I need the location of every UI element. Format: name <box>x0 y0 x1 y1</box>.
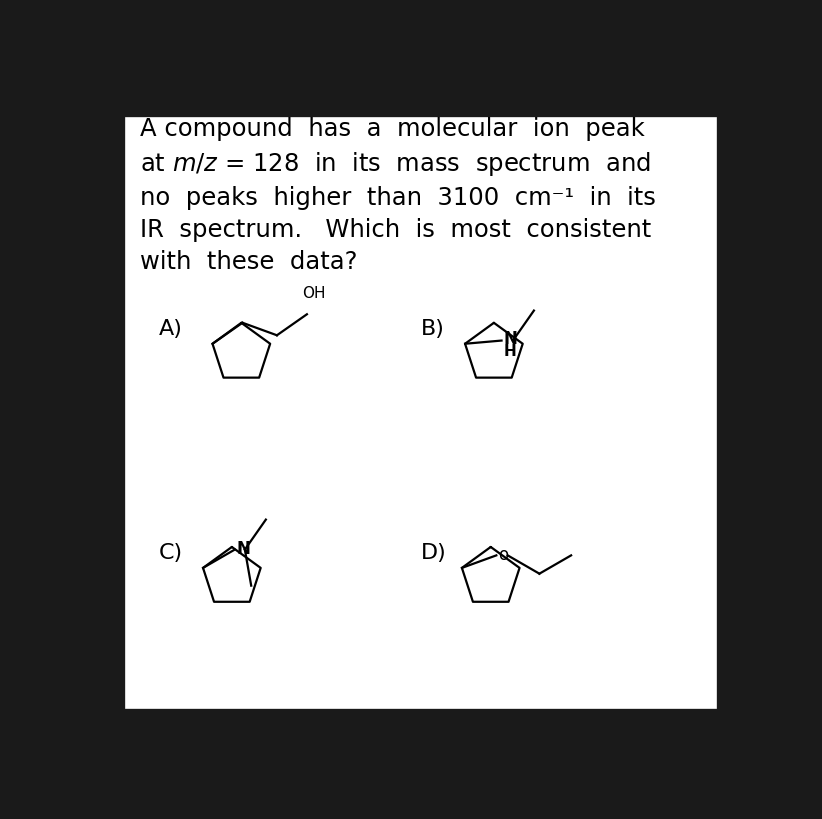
Text: A): A) <box>159 319 183 338</box>
Text: o: o <box>498 545 508 563</box>
Text: N: N <box>503 329 517 347</box>
Text: D): D) <box>421 542 447 563</box>
Text: OH: OH <box>302 286 326 301</box>
Text: C): C) <box>159 542 183 563</box>
Text: N: N <box>236 540 250 558</box>
Text: B): B) <box>421 319 446 338</box>
Text: H: H <box>503 344 516 359</box>
Text: A compound  has  a  molecular  ion  peak
at $m/z$ = 128  in  its  mass  spectrum: A compound has a molecular ion peak at $… <box>141 117 656 274</box>
FancyBboxPatch shape <box>122 114 721 713</box>
